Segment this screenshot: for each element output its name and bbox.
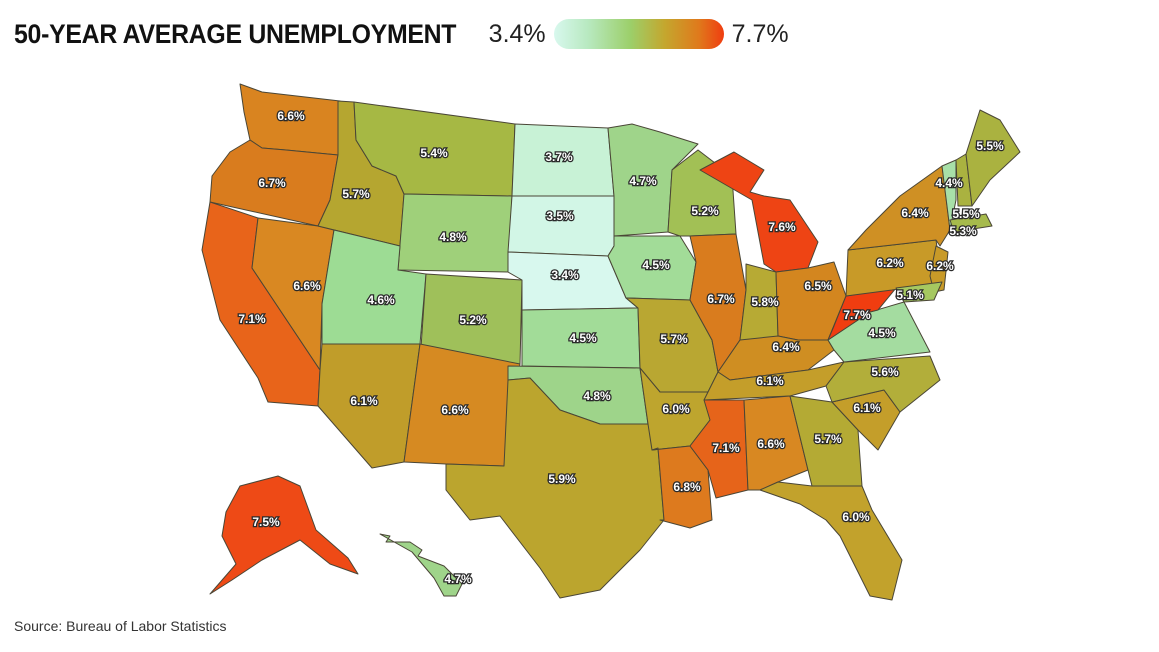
- state-label-or: 6.7%: [258, 176, 286, 190]
- state-nj: [929, 245, 949, 293]
- state-label-ky: 6.4%: [772, 340, 800, 354]
- color-legend: 3.4% 7.7%: [489, 19, 789, 49]
- state-label-al: 6.6%: [757, 437, 785, 451]
- state-label-hi: 4.7%: [444, 572, 472, 586]
- state-labels: 6.6% 6.7% 7.1% 6.6% 5.7% 5.4% 4.8% 4.6% 5.2% 6.1%…: [237, 108, 1005, 588]
- state-label-sd: 3.5%: [546, 209, 574, 223]
- state-label-vt: 4.4%: [935, 176, 963, 190]
- state-label-nc: 5.6%: [871, 365, 899, 379]
- state-label-id: 5.7%: [342, 187, 370, 201]
- state-ak: [209, 475, 359, 595]
- chart-header: 50-YEAR AVERAGE UNEMPLOYMENT 3.4% 7.7%: [14, 14, 789, 54]
- state-fl: [759, 481, 903, 601]
- legend-max-label: 7.7%: [731, 19, 789, 48]
- state-label-ny: 6.4%: [901, 206, 929, 220]
- state-hi: [379, 533, 463, 597]
- state-label-ne: 3.4%: [551, 268, 579, 282]
- state-label-mo: 5.7%: [660, 332, 688, 346]
- state-ma: [949, 213, 993, 233]
- state-label-pa: 6.2%: [876, 256, 904, 270]
- state-label-fl: 6.0%: [842, 510, 870, 524]
- state-label-va: 4.5%: [868, 326, 896, 340]
- source-note: Source: Bureau of Labor Statistics: [14, 618, 227, 634]
- state-label-wy: 4.8%: [439, 230, 467, 244]
- state-shapes: [201, 83, 1021, 601]
- state-label-ut: 4.6%: [367, 293, 395, 307]
- state-label-ok: 4.8%: [583, 389, 611, 403]
- state-label-ar: 6.0%: [662, 402, 690, 416]
- state-label-sc: 6.1%: [853, 401, 881, 415]
- state-label-oh: 6.5%: [804, 279, 832, 293]
- state-label-ga: 5.7%: [814, 432, 842, 446]
- state-md: [895, 281, 943, 303]
- state-nc: [825, 355, 941, 413]
- state-label-ks: 4.5%: [569, 331, 597, 345]
- state-label-ms: 7.1%: [712, 441, 740, 455]
- state-mi: [699, 151, 819, 273]
- state-sd: [507, 195, 615, 257]
- state-label-ca: 7.1%: [238, 312, 266, 326]
- state-label-nj: 6.2%: [926, 259, 954, 273]
- state-label-in: 5.8%: [751, 295, 779, 309]
- state-label-nm: 6.6%: [441, 403, 469, 417]
- state-label-md: 5.1%: [896, 288, 924, 302]
- state-label-mn: 4.7%: [629, 174, 657, 188]
- state-label-co: 5.2%: [459, 313, 487, 327]
- state-label-mt: 5.4%: [420, 146, 448, 160]
- state-label-ia: 4.5%: [642, 258, 670, 272]
- legend-min-label: 3.4%: [488, 19, 546, 48]
- state-label-tx: 5.9%: [548, 472, 576, 486]
- state-me: [965, 109, 1021, 207]
- state-label-ma: 5.3%: [949, 224, 977, 238]
- state-label-ak: 7.5%: [252, 515, 280, 529]
- state-label-az: 6.1%: [350, 394, 378, 408]
- legend-gradient-bar: [553, 19, 724, 49]
- state-label-nh: 5.5%: [952, 207, 980, 221]
- state-label-nd: 3.7%: [545, 150, 573, 164]
- state-label-me: 5.5%: [976, 139, 1004, 153]
- state-vt: [941, 159, 957, 231]
- state-ms: [689, 399, 749, 499]
- state-label-wv: 7.7%: [843, 308, 871, 322]
- state-label-il: 6.7%: [707, 292, 735, 306]
- state-ut: [321, 229, 427, 345]
- state-label-wi: 5.2%: [691, 204, 719, 218]
- state-label-tn: 6.1%: [756, 374, 784, 388]
- state-label-nv: 6.6%: [293, 279, 321, 293]
- state-label-wa: 6.6%: [277, 109, 305, 123]
- state-label-mi: 7.6%: [768, 220, 796, 234]
- state-label-la: 6.8%: [673, 480, 701, 494]
- chart-title: 50-YEAR AVERAGE UNEMPLOYMENT: [14, 18, 457, 49]
